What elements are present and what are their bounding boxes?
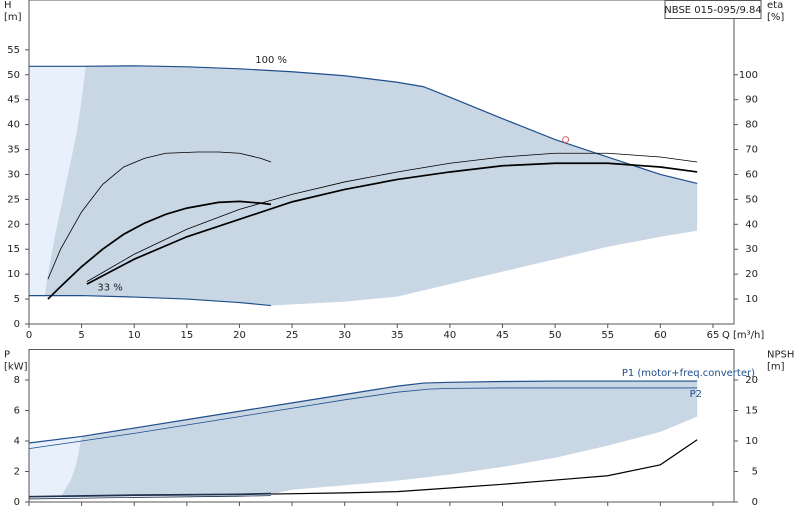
x-tick-label: 40 — [444, 330, 457, 341]
x-tick-label: 20 — [233, 330, 246, 341]
y2-tick-label: 80 — [745, 120, 758, 131]
curve — [47, 200, 272, 300]
curve — [86, 152, 698, 282]
duty-point — [562, 136, 570, 144]
y-tick-label: 45 — [7, 95, 20, 106]
y-tick-label: 10 — [7, 269, 20, 280]
x-tick-label: 30 — [338, 330, 351, 341]
y2-tick-label: 20 — [745, 375, 758, 386]
y-tick-label: 8 — [14, 375, 20, 386]
y2-tick-label: 30 — [745, 244, 758, 255]
y2-tick-label: 10 — [745, 294, 758, 305]
y-tick-label: 35 — [7, 145, 20, 156]
y2-axis-label: NPSH — [767, 350, 794, 361]
y2-tick-label: 20 — [745, 269, 758, 280]
x-axis-label: Q [m³/h] — [722, 330, 764, 341]
y2-tick-label: 70 — [745, 145, 758, 156]
curve — [29, 294, 272, 307]
y-tick-label: 30 — [7, 169, 20, 180]
x-tick-label: 25 — [286, 330, 299, 341]
y2-axis-label: [%] — [767, 12, 784, 23]
y2-tick-label: 0 — [752, 497, 758, 508]
plot-frame — [28, 0, 735, 325]
y2-axis-label: [m] — [767, 362, 785, 373]
y2-tick-label: 60 — [745, 169, 758, 180]
curve — [271, 439, 698, 495]
x-tick-label: 0 — [26, 330, 32, 341]
plot-frame — [28, 349, 735, 503]
y2-tick-label: 100 — [739, 70, 758, 81]
title-box — [664, 0, 762, 19]
y-tick-label: 25 — [7, 194, 20, 205]
x-tick-label: 50 — [549, 330, 562, 341]
y2-tick-label: 50 — [745, 194, 758, 205]
x-tick-label: 60 — [654, 330, 667, 341]
x-tick-label: 35 — [391, 330, 404, 341]
operating-region — [29, 66, 86, 296]
annotation: P1 (motor+freq.converter) — [622, 368, 755, 379]
y2-tick-label: 15 — [745, 406, 758, 417]
y-tick-label: 6 — [14, 406, 20, 417]
y-tick-label: 50 — [7, 70, 20, 81]
curve — [28, 380, 698, 444]
y-axis-label: [kW] — [4, 362, 28, 373]
y-axis-label: H — [4, 0, 12, 11]
y-tick-label: 5 — [14, 294, 20, 305]
y2-tick-label: 5 — [752, 467, 758, 478]
operating-region — [60, 381, 698, 498]
y2-axis-label: eta — [767, 0, 783, 11]
y2-tick-label: 10 — [745, 436, 758, 447]
curve — [28, 495, 272, 500]
y-tick-label: 20 — [7, 219, 20, 230]
operating-region — [44, 65, 698, 306]
y2-tick-label: 40 — [745, 219, 758, 230]
annotation: P2 — [690, 389, 702, 400]
y-tick-label: 4 — [14, 436, 20, 447]
y-axis-label: [m] — [4, 12, 22, 23]
annotation: 100 % — [255, 55, 287, 66]
curve — [28, 387, 698, 450]
x-tick-label: 55 — [601, 330, 614, 341]
x-tick-label: 5 — [78, 330, 84, 341]
y-tick-label: 2 — [14, 467, 20, 478]
y-tick-label: 0 — [14, 497, 20, 508]
y-tick-label: 0 — [14, 319, 20, 330]
curve — [29, 65, 698, 185]
curve — [86, 162, 698, 285]
annotation: 33 % — [97, 283, 122, 294]
y-tick-label: 55 — [7, 45, 20, 56]
y-axis-label: P — [4, 350, 10, 361]
curve — [47, 151, 272, 280]
x-tick-label: 15 — [180, 330, 193, 341]
y-tick-label: 40 — [7, 120, 20, 131]
x-tick-label: 65 — [707, 330, 720, 341]
x-tick-label: 10 — [128, 330, 141, 341]
y-tick-label: 15 — [7, 244, 20, 255]
curve — [28, 492, 272, 498]
y2-tick-label: 90 — [745, 95, 758, 106]
x-tick-label: 45 — [496, 330, 509, 341]
chart-title: NBSE 015-095/9.84 — [664, 5, 761, 16]
operating-region — [29, 436, 82, 498]
